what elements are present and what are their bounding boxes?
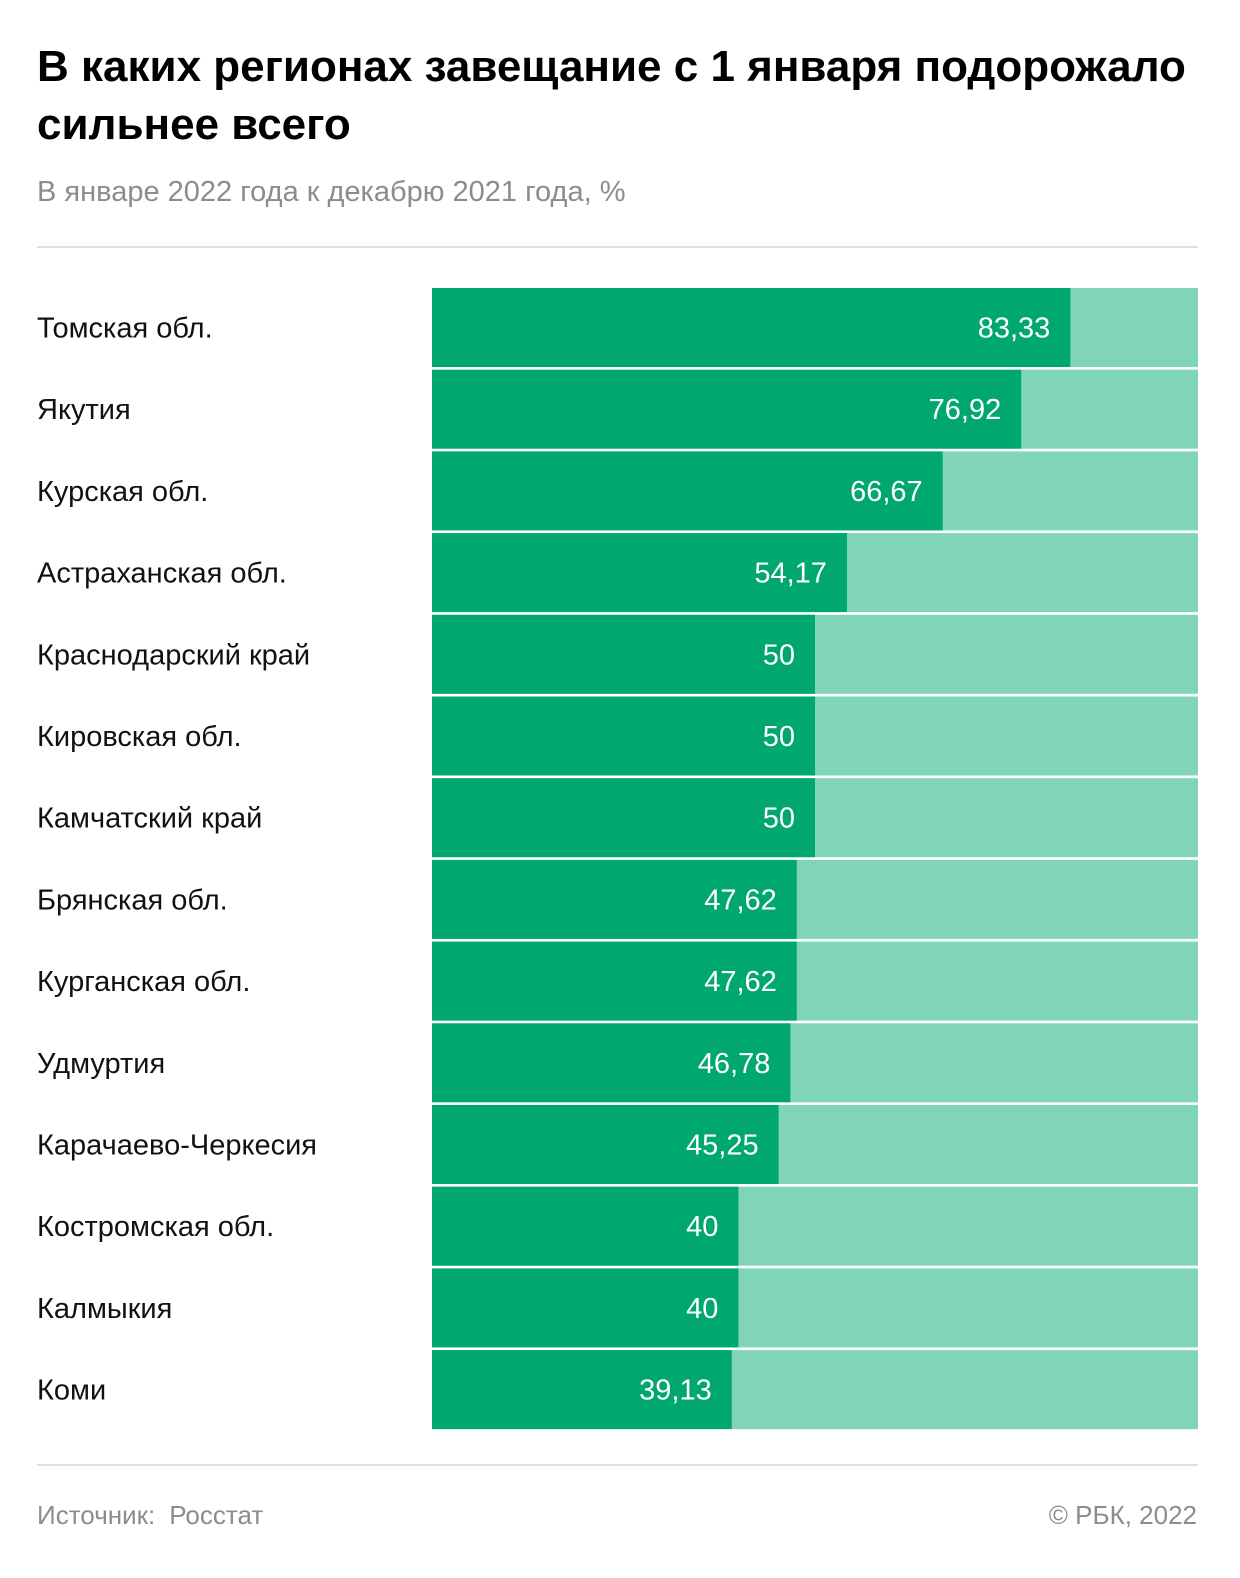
bar bbox=[432, 1268, 739, 1348]
category-label: Коми bbox=[37, 1375, 106, 1407]
value-label: 54,17 bbox=[754, 558, 827, 590]
category-label: Краснодарский край bbox=[37, 639, 310, 671]
chart-title: В каких регионах завещание с 1 января по… bbox=[37, 42, 1186, 149]
value-label: 47,62 bbox=[704, 884, 777, 916]
value-label: 46,78 bbox=[698, 1048, 771, 1080]
bar bbox=[432, 1186, 739, 1266]
category-label: Якутия bbox=[37, 394, 131, 426]
category-label: Брянская обл. bbox=[37, 884, 228, 916]
category-label: Камчатский край bbox=[37, 803, 262, 835]
bar bbox=[432, 369, 1022, 449]
value-label: 50 bbox=[763, 803, 795, 835]
bar bbox=[432, 778, 815, 858]
source-label: Источник: bbox=[37, 1500, 156, 1530]
bar bbox=[432, 1350, 732, 1430]
bottom-divider bbox=[37, 1464, 1198, 1466]
bar bbox=[432, 1023, 791, 1103]
value-label: 47,62 bbox=[704, 966, 777, 998]
value-label: 39,13 bbox=[639, 1375, 712, 1407]
bar bbox=[432, 533, 847, 613]
bar bbox=[432, 451, 943, 531]
value-label: 40 bbox=[686, 1293, 718, 1325]
category-label: Калмыкия bbox=[37, 1293, 172, 1325]
bar bbox=[432, 696, 815, 776]
chart-subtitle: В январе 2022 года к декабрю 2021 года, … bbox=[37, 176, 626, 208]
value-label: 40 bbox=[686, 1211, 718, 1243]
category-label: Курганская обл. bbox=[37, 966, 250, 998]
category-label: Курская обл. bbox=[37, 476, 208, 508]
bar bbox=[432, 614, 815, 694]
category-label: Томская обл. bbox=[37, 313, 213, 345]
category-label: Астраханская обл. bbox=[37, 558, 287, 590]
category-label: Костромская обл. bbox=[37, 1211, 274, 1243]
value-label: 50 bbox=[763, 639, 795, 671]
category-label: Удмуртия bbox=[37, 1048, 165, 1080]
bar bbox=[432, 941, 797, 1021]
value-label: 83,33 bbox=[978, 313, 1051, 345]
value-label: 45,25 bbox=[686, 1130, 759, 1162]
bar bbox=[432, 859, 797, 939]
bar bbox=[432, 288, 1071, 367]
bar-chart: Томская обл. 83,33 Якутия 76,92 Курская обл.… bbox=[37, 288, 1198, 1430]
copyright: © РБК, 2022 bbox=[1048, 1500, 1197, 1530]
source-value: Росстат bbox=[169, 1500, 264, 1530]
category-label: Карачаево-Черкесия bbox=[37, 1130, 317, 1162]
source-note: Источник: Росстат bbox=[37, 1500, 277, 1531]
value-label: 66,67 bbox=[850, 476, 923, 508]
value-label: 76,92 bbox=[929, 394, 1002, 426]
top-divider bbox=[37, 246, 1198, 248]
category-label: Кировская обл. bbox=[37, 721, 242, 753]
bar bbox=[432, 1105, 779, 1184]
value-label: 50 bbox=[763, 721, 795, 753]
